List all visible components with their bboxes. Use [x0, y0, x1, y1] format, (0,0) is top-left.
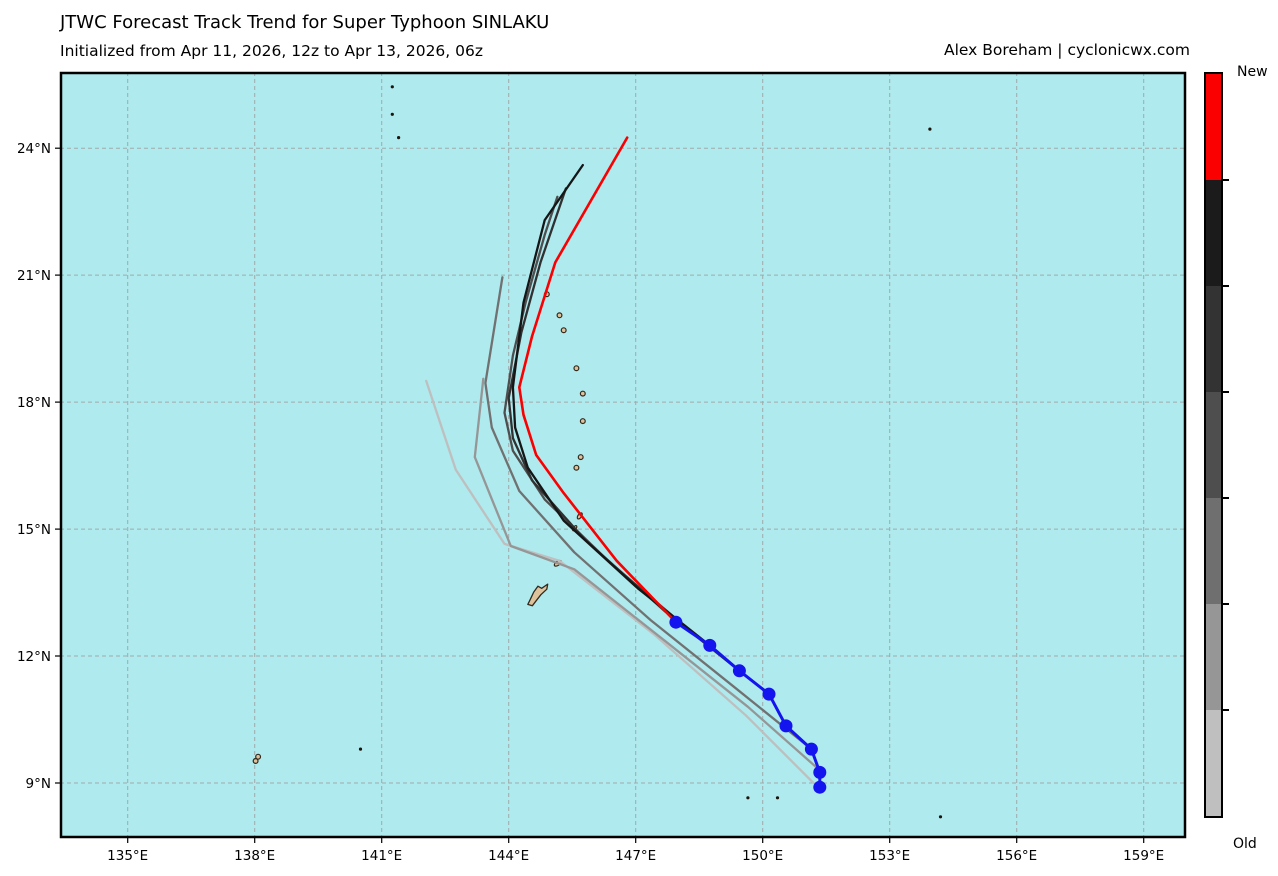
island-dot [390, 112, 394, 116]
islands [252, 85, 943, 819]
islet [573, 464, 580, 471]
y-tick-label: 12°N [17, 649, 51, 665]
islet [577, 454, 584, 461]
island-dot [928, 127, 932, 131]
islet [573, 365, 580, 372]
colorbar-tick [1223, 178, 1229, 181]
ocean-background [60, 72, 1186, 838]
y-tick-label: 15°N [17, 522, 51, 538]
y-tick-label: 9°N [26, 776, 51, 792]
attribution: Alex Boreham | cyclonicwx.com [944, 41, 1190, 59]
forecast-track-7 [517, 136, 678, 624]
map-svg: 135°E 138°E 141°E 144°E 147°E 150°E 153°E 156°E… [17, 71, 1187, 864]
islet [560, 327, 567, 334]
colorbar-tick [1223, 496, 1229, 499]
observed-position-dot [779, 719, 793, 733]
islet [252, 757, 259, 764]
observed-position-dot [804, 742, 818, 756]
colorbar-tick [1223, 603, 1229, 605]
forecast-track-1 [425, 379, 815, 785]
colorbar-segment-7 [1206, 710, 1221, 816]
island-polygon [527, 583, 549, 607]
islet [579, 390, 586, 397]
map-plot-area: 135°E 138°E 141°E 144°E 147°E 150°E 153°E 156°E… [17, 71, 1187, 864]
islet [556, 312, 563, 319]
colorbar-label-old: Old [1233, 836, 1257, 852]
chart-title: JTWC Forecast Track Trend for Super Typh… [60, 12, 550, 33]
island-dot [397, 136, 401, 140]
observed-position-dot [762, 687, 776, 701]
x-tick-label: 141°E [361, 848, 402, 864]
y-tick-label: 21°N [17, 268, 51, 284]
x-tick-label: 150°E [742, 848, 783, 864]
observed-track [669, 615, 827, 794]
forecast-track-3 [484, 276, 813, 751]
colorbar-segment-6 [1206, 604, 1221, 710]
observed-position-dot [732, 664, 746, 678]
x-tick-label: 147°E [615, 848, 656, 864]
observed-position-dot [703, 638, 717, 652]
islet [579, 418, 586, 425]
x-tick-label: 159°E [1123, 848, 1164, 864]
x-tick-label: 138°E [234, 848, 275, 864]
x-tick-label: 153°E [869, 848, 910, 864]
island-dot [775, 796, 780, 800]
axes: 135°E 138°E 141°E 144°E 147°E 150°E 153°E 156°E… [17, 141, 1164, 864]
y-tick-label: 24°N [17, 141, 51, 157]
colorbar-tick [1223, 709, 1229, 711]
graticule [60, 72, 1186, 838]
x-tick-label: 156°E [996, 848, 1037, 864]
chart-subtitle: Initialized from Apr 11, 2026, 12z to Ap… [60, 42, 484, 60]
colorbar-segment-2 [1206, 180, 1221, 286]
y-tick-label: 18°N [17, 395, 51, 411]
x-tick-label: 135°E [107, 848, 148, 864]
colorbar-segment-4 [1206, 392, 1221, 498]
forecast-tracks [425, 136, 821, 785]
colorbar-stack [1206, 74, 1221, 816]
colorbar [1204, 72, 1229, 818]
observed-position-dot [669, 615, 683, 629]
colorbar-tick [1223, 391, 1229, 393]
map-frame [59, 71, 1187, 839]
island-dot [938, 815, 943, 819]
islet [255, 753, 262, 760]
colorbar-label-new: New [1237, 64, 1268, 80]
island-dot [746, 796, 750, 800]
colorbar-segment-1 [1206, 74, 1221, 180]
x-tick-label: 144°E [488, 848, 529, 864]
island-dot [390, 85, 394, 89]
observed-position-dot [813, 780, 827, 794]
forecast-track-2 [473, 377, 821, 772]
forecast-track-6 [511, 163, 711, 647]
colorbar-segment-5 [1206, 498, 1221, 604]
island-dot [358, 747, 363, 751]
colorbar-segment-3 [1206, 286, 1221, 392]
observed-position-dot [813, 765, 827, 779]
colorbar-tick [1223, 284, 1229, 287]
